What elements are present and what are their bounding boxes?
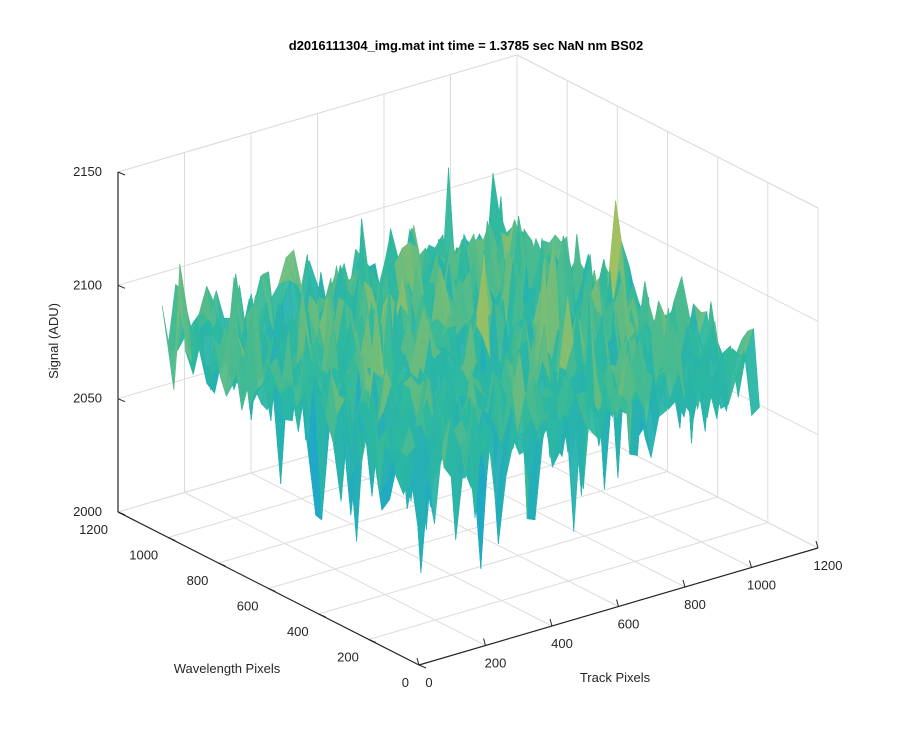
ticks-layer: 0 200 400 600 800 1000 1200 0 200 400 600 800 1000 12… — [73, 164, 842, 690]
x-tick-label: 400 — [551, 636, 573, 651]
x-tick — [616, 599, 619, 607]
z-axis-label: Signal (ADU) — [46, 303, 61, 379]
x-tick-label: 1200 — [814, 558, 843, 573]
x-axis-label: Track Pixels — [580, 670, 651, 685]
z-tick-label: 2150 — [73, 164, 102, 179]
floor-grid-line — [318, 496, 718, 615]
y-tick — [418, 664, 427, 669]
y-tick-label: 400 — [287, 624, 309, 639]
z-tick — [117, 284, 126, 289]
z-tick-label: 2050 — [73, 391, 102, 406]
wall-grid-line — [117, 167, 518, 286]
x-tick — [749, 560, 752, 568]
x-tick-label: 200 — [485, 656, 507, 671]
y-tick — [368, 639, 377, 643]
surface-cell — [412, 457, 428, 573]
x-tick — [549, 618, 553, 627]
y-tick — [167, 537, 176, 541]
x-tick — [815, 540, 819, 549]
z-tick-label: 2100 — [73, 277, 102, 292]
y-tick-label: 800 — [187, 573, 209, 588]
y-tick-label: 1000 — [129, 548, 158, 563]
y-tick — [218, 562, 226, 567]
y-tick-label: 0 — [402, 675, 409, 690]
y-tick-label: 600 — [237, 599, 259, 614]
surface-layer — [161, 167, 760, 573]
wall-grid-line — [516, 54, 819, 209]
floor-grid-line — [268, 471, 668, 589]
y-tick — [268, 588, 276, 592]
wall-grid-line — [516, 167, 819, 322]
y-tick — [318, 613, 326, 618]
z-tick — [117, 398, 126, 403]
chart-title: d2016111304_img.mat int time = 1.3785 se… — [289, 38, 643, 53]
x-tick-label: 800 — [684, 597, 706, 612]
z-tick — [117, 511, 126, 516]
y-axis-label: Wavelength Pixels — [174, 661, 281, 676]
floor-grid-line — [368, 522, 768, 640]
y-tick-label: 200 — [337, 650, 359, 665]
z-tick-label: 2000 — [73, 504, 102, 519]
x-tick-label: 1000 — [747, 578, 776, 593]
wall-grid-line — [117, 54, 518, 173]
x-tick — [416, 657, 420, 666]
x-tick — [483, 638, 486, 646]
x-tick — [682, 579, 686, 588]
y-tick-label: 1200 — [79, 522, 108, 537]
z-tick — [117, 171, 126, 176]
x-tick-label: 0 — [425, 675, 432, 690]
x-tick-label: 600 — [618, 617, 640, 632]
